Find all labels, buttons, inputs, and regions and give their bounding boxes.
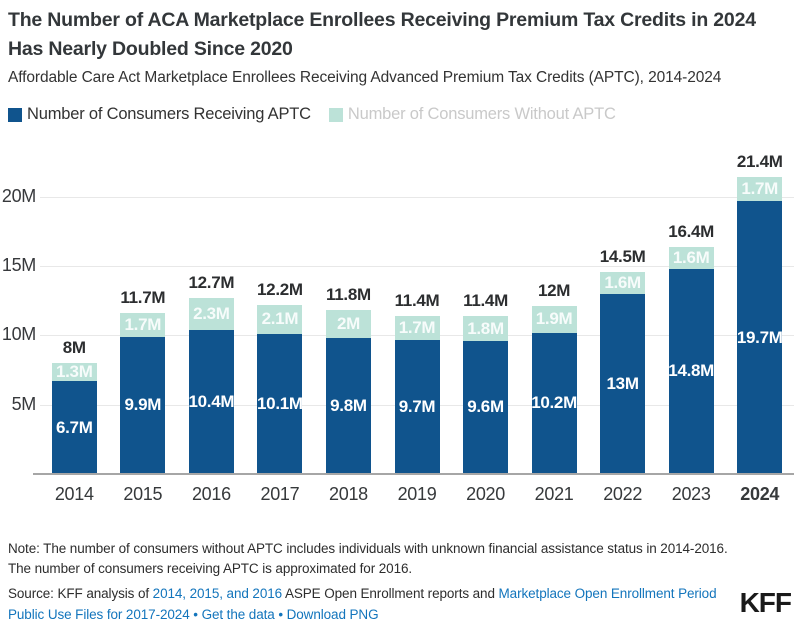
bar-total-label-2021: 12M — [537, 281, 571, 301]
bar-value-without-aptc-2024: 1.7M — [741, 179, 779, 199]
bar-segment-without-aptc-2018[interactable] — [325, 310, 371, 339]
x-axis-label-2018: 2018 — [329, 484, 368, 504]
x-axis-label-2022: 2022 — [603, 484, 643, 504]
bar-segment-receiving-aptc-2021[interactable] — [531, 332, 577, 474]
bar-total-label-2018: 11.8M — [326, 285, 371, 305]
bar-value-without-aptc-2018: 2M — [336, 314, 360, 334]
page-title: The Number of ACA Marketplace Enrollees … — [8, 6, 796, 64]
bar-value-without-aptc-2022: 1.6M — [604, 272, 641, 292]
legend-swatch-without-aptc-icon — [328, 107, 343, 122]
bar-total-label-2020: 11.4M — [463, 291, 508, 311]
bar-total-label-2016: 12.7M — [188, 273, 235, 293]
kff-logo[interactable]: KFF — [739, 587, 792, 618]
stacked-bar-chart: 5M 10M 15M 20M 6.7M 1.3M 8M 2014 9.9M 1.7M 11.7M 20… — [0, 140, 799, 515]
legend-label-receiving-aptc: Number of Consumers Receiving APTC — [27, 105, 311, 123]
bar-value-receiving-aptc-2018: 9.8M — [330, 396, 367, 416]
legend-label-without-aptc: Number of Consumers Without APTC — [347, 105, 616, 123]
source-separator: • — [193, 607, 198, 622]
x-axis-label-2016: 2016 — [191, 484, 231, 504]
bar-total-label-2022: 14.5M — [599, 246, 646, 266]
source-link-aspe-reports[interactable]: 2014, 2015, and 2016 — [152, 586, 283, 601]
bar-value-receiving-aptc-2020: 9.6M — [467, 397, 504, 417]
x-axis-label-2014: 2014 — [54, 484, 94, 504]
x-axis-label-2023: 2023 — [671, 484, 711, 504]
bar-total-label-2014: 8M — [62, 338, 86, 358]
bar-value-without-aptc-2019: 1.7M — [398, 317, 436, 337]
bar-segment-receiving-aptc-2023[interactable] — [668, 268, 714, 474]
source-separator: • — [278, 607, 283, 622]
bar-segment-receiving-aptc-2022[interactable] — [600, 293, 646, 474]
bar-segment-receiving-aptc-2014[interactable] — [51, 381, 97, 474]
bar-segment-without-aptc-2015[interactable] — [120, 313, 166, 337]
bar-value-receiving-aptc-2017: 10.1M — [257, 394, 303, 414]
bar-value-receiving-aptc-2015: 9.9M — [124, 395, 162, 415]
bar-total-label-2015: 11.7M — [120, 288, 166, 308]
bar-value-without-aptc-2017: 2.1M — [261, 309, 299, 329]
x-axis-label-2021: 2021 — [534, 484, 574, 504]
bar-segment-without-aptc-2019[interactable] — [394, 316, 440, 340]
bar-total-label-2019: 11.4M — [394, 291, 440, 311]
bar-segment-receiving-aptc-2018[interactable] — [325, 338, 371, 474]
bar-total-label-2017: 12.2M — [257, 279, 303, 299]
source-middle: ASPE Open Enrollment reports and — [282, 586, 499, 601]
bar-value-without-aptc-2014: 1.3M — [55, 362, 93, 382]
y-axis-tick-label: 5M — [11, 393, 37, 414]
x-axis-label-2017: 2017 — [260, 484, 300, 504]
bar-segment-without-aptc-2017[interactable] — [257, 304, 303, 335]
bar-segment-receiving-aptc-2015[interactable] — [120, 336, 166, 474]
page-title-line1: The Number of ACA Marketplace Enrollees … — [8, 9, 756, 31]
y-axis-tick-label: 20M — [1, 185, 36, 206]
get-the-data-link[interactable]: Get the data — [201, 607, 275, 622]
download-png-link[interactable]: Download PNG — [286, 607, 379, 622]
bar-segment-without-aptc-2022[interactable] — [600, 271, 646, 294]
chart-source: Source: KFF analysis of 2014, 2015, and … — [8, 583, 748, 625]
bar-value-receiving-aptc-2024: 19.7M — [736, 327, 783, 347]
bar-segment-receiving-aptc-2024[interactable] — [737, 201, 783, 474]
bar-value-receiving-aptc-2019: 9.7M — [398, 396, 436, 416]
page-title-line2: Has Nearly Doubled Since 2020 — [8, 38, 293, 60]
bar-value-receiving-aptc-2014: 6.7M — [55, 417, 93, 437]
x-axis-label-2019: 2019 — [397, 484, 437, 504]
source-link-puf[interactable]: Marketplace Open Enrollment Period Publi… — [8, 586, 717, 622]
bar-value-receiving-aptc-2022: 13M — [606, 373, 639, 393]
bar-value-receiving-aptc-2016: 10.4M — [188, 391, 235, 411]
note-line2: The number of consumers receiving APTC i… — [8, 561, 413, 576]
legend-item-receiving-aptc[interactable]: Number of Consumers Receiving APTC — [8, 105, 311, 124]
gridline-15M — [40, 266, 794, 268]
bar-value-without-aptc-2021: 1.9M — [535, 309, 573, 329]
bar-segment-without-aptc-2014[interactable] — [51, 363, 97, 382]
chart-note: Note: The number of consumers without AP… — [8, 539, 796, 579]
bar-segment-without-aptc-2024[interactable] — [737, 177, 783, 201]
chart-subtitle: Affordable Care Act Marketplace Enrollee… — [8, 69, 722, 86]
x-axis-label-2024: 2024 — [740, 484, 780, 504]
bar-segment-receiving-aptc-2016[interactable] — [188, 329, 234, 474]
bar-value-receiving-aptc-2023: 14.8M — [668, 361, 715, 381]
bar-segment-without-aptc-2023[interactable] — [668, 246, 714, 269]
x-axis-label-2020: 2020 — [466, 484, 505, 504]
x-axis-label-2015: 2015 — [123, 484, 163, 504]
legend-item-without-aptc[interactable]: Number of Consumers Without APTC — [328, 105, 616, 124]
gridline-20M — [40, 196, 794, 198]
bar-value-without-aptc-2020: 1.8M — [467, 318, 504, 338]
chart-legend: Number of Consumers Receiving APTC Numbe… — [8, 105, 616, 124]
bar-segment-receiving-aptc-2020[interactable] — [463, 340, 509, 474]
bar-value-without-aptc-2015: 1.7M — [124, 315, 162, 335]
bar-value-receiving-aptc-2021: 10.2M — [531, 393, 577, 413]
source-prefix: Source: KFF analysis of — [8, 586, 153, 601]
bar-segment-receiving-aptc-2017[interactable] — [257, 334, 303, 474]
bar-value-without-aptc-2016: 2.3M — [193, 303, 230, 323]
bar-value-without-aptc-2023: 1.6M — [672, 247, 710, 267]
bar-total-label-2024: 21.4M — [736, 152, 783, 172]
bar-segment-without-aptc-2021[interactable] — [531, 306, 577, 333]
bar-segment-without-aptc-2016[interactable] — [188, 298, 234, 330]
y-axis-tick-label: 15M — [1, 255, 36, 276]
note-line1: Note: The number of consumers without AP… — [8, 541, 728, 556]
bar-segment-receiving-aptc-2019[interactable] — [394, 339, 440, 474]
bar-segment-without-aptc-2020[interactable] — [463, 316, 509, 341]
x-axis-line — [33, 473, 794, 475]
bar-total-label-2023: 16.4M — [668, 221, 715, 241]
y-axis-tick-label: 10M — [1, 324, 36, 345]
legend-swatch-receiving-aptc-icon — [8, 107, 22, 122]
